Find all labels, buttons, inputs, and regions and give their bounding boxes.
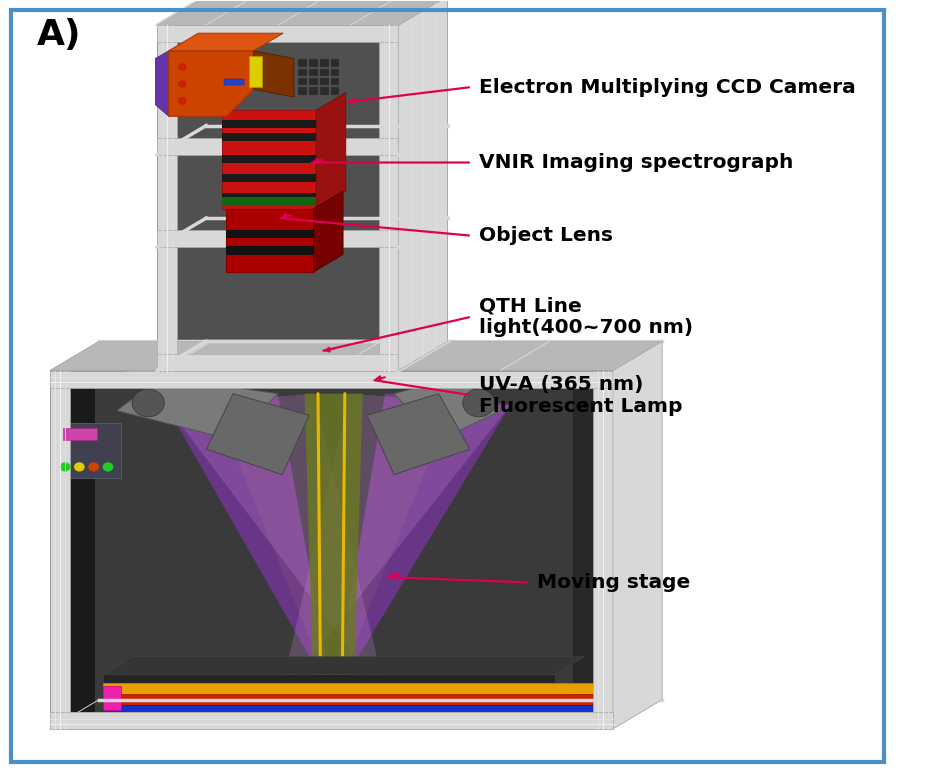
Polygon shape <box>280 394 511 698</box>
Bar <box>157 25 177 371</box>
Text: Electron Multiplying CCD Camera: Electron Multiplying CCD Camera <box>479 77 856 96</box>
Polygon shape <box>253 51 294 97</box>
Bar <box>223 134 316 141</box>
Circle shape <box>103 462 113 472</box>
Bar <box>224 80 244 86</box>
Polygon shape <box>117 377 278 440</box>
Text: UV-A (365 nm)
Fluorescent Lamp: UV-A (365 nm) Fluorescent Lamp <box>479 374 683 416</box>
Circle shape <box>178 63 187 71</box>
Polygon shape <box>104 674 554 691</box>
Bar <box>379 25 398 371</box>
Polygon shape <box>226 208 313 272</box>
Bar <box>309 69 318 76</box>
Polygon shape <box>398 0 448 371</box>
Polygon shape <box>398 0 448 371</box>
Polygon shape <box>166 394 387 698</box>
Bar <box>330 69 339 76</box>
Bar <box>64 428 97 440</box>
Bar <box>298 78 308 86</box>
Text: Moving stage: Moving stage <box>537 573 690 592</box>
Polygon shape <box>168 51 253 117</box>
Polygon shape <box>104 657 584 674</box>
Bar <box>594 371 613 729</box>
Polygon shape <box>613 341 662 729</box>
Polygon shape <box>50 371 613 729</box>
Bar <box>249 56 262 87</box>
Polygon shape <box>367 394 470 475</box>
Circle shape <box>132 389 165 417</box>
Polygon shape <box>316 93 346 208</box>
Polygon shape <box>210 394 333 698</box>
Bar <box>309 59 318 67</box>
Bar <box>320 87 329 95</box>
Bar <box>104 683 604 694</box>
Bar <box>226 245 313 255</box>
Bar <box>157 138 398 155</box>
Text: Object Lens: Object Lens <box>479 226 612 245</box>
Bar <box>226 230 313 238</box>
Polygon shape <box>50 341 662 371</box>
Bar <box>50 371 69 729</box>
Bar <box>104 694 604 705</box>
Polygon shape <box>333 394 511 698</box>
Bar <box>309 87 318 95</box>
Circle shape <box>178 80 187 88</box>
Bar <box>298 59 308 67</box>
Polygon shape <box>313 191 343 272</box>
Bar <box>104 705 604 716</box>
Polygon shape <box>117 367 178 377</box>
Bar <box>157 230 398 247</box>
Polygon shape <box>155 51 168 117</box>
Bar <box>50 712 613 729</box>
Bar <box>223 193 316 201</box>
Bar <box>157 354 398 371</box>
Polygon shape <box>168 33 283 51</box>
Text: A): A) <box>36 19 81 52</box>
Circle shape <box>463 389 495 417</box>
Polygon shape <box>613 341 662 729</box>
Polygon shape <box>309 355 371 378</box>
Polygon shape <box>166 394 333 698</box>
Polygon shape <box>223 110 316 208</box>
Bar <box>330 87 339 95</box>
Bar <box>330 59 339 67</box>
Bar <box>330 78 339 86</box>
Bar <box>298 69 308 76</box>
Bar <box>320 69 329 76</box>
Bar <box>320 59 329 67</box>
Bar <box>50 371 613 388</box>
Bar <box>157 25 398 42</box>
Bar <box>320 78 329 86</box>
Bar <box>309 78 318 86</box>
Bar <box>104 686 122 710</box>
Polygon shape <box>94 382 573 713</box>
Bar <box>50 712 613 729</box>
Polygon shape <box>207 394 309 475</box>
Polygon shape <box>278 354 385 388</box>
Polygon shape <box>173 27 382 369</box>
Bar <box>298 87 308 95</box>
Polygon shape <box>50 341 662 371</box>
Bar <box>223 197 316 206</box>
Circle shape <box>60 462 70 472</box>
Bar <box>223 120 316 128</box>
Circle shape <box>74 462 85 472</box>
Bar <box>223 155 316 163</box>
Polygon shape <box>157 0 448 25</box>
Polygon shape <box>573 361 607 713</box>
Text: QTH Line
light(400~700 nm): QTH Line light(400~700 nm) <box>479 296 693 337</box>
Bar <box>223 174 316 181</box>
Bar <box>54 423 122 479</box>
Polygon shape <box>157 25 398 371</box>
Polygon shape <box>394 377 501 440</box>
Text: VNIR Imaging spectrograph: VNIR Imaging spectrograph <box>479 153 793 172</box>
Circle shape <box>88 462 99 472</box>
Polygon shape <box>333 394 456 698</box>
Circle shape <box>178 97 187 105</box>
Polygon shape <box>157 0 448 25</box>
Polygon shape <box>305 394 363 698</box>
